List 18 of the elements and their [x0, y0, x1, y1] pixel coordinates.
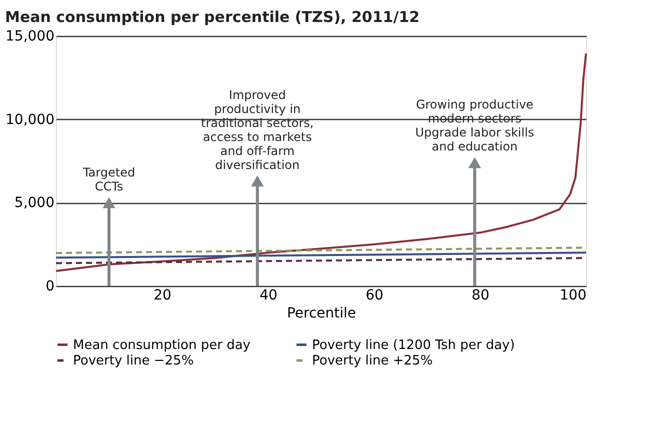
x-tick-label: 20 — [154, 288, 172, 304]
line-series — [55, 52, 587, 272]
y-tick-label: 10,000 — [6, 112, 54, 128]
x-axis-title: Percentile — [286, 306, 356, 322]
legend-label: Poverty line (1200 Tsh per day) — [312, 338, 515, 353]
y-tick-label: 0 — [46, 278, 54, 294]
x-tick-label: 80 — [472, 288, 490, 304]
chart-title: Mean consumption per percentile (TZS), 2011/12 — [5, 8, 420, 26]
y-tick-label: 5,000 — [14, 195, 54, 212]
y-tick-label: 15,000 — [6, 28, 54, 44]
legend-label: Poverty line +25% — [312, 354, 433, 368]
annotation: Improved productivity in traditional sectors, access to markets and off-farm diversification — [201, 88, 314, 172]
x-tick-label: 100 — [560, 288, 586, 304]
x-tick-label: 40 — [260, 288, 278, 304]
annotation: Targeted CCTs — [82, 166, 136, 194]
legend-label: Mean consumption per day — [73, 338, 251, 353]
x-tick-label: 60 — [366, 288, 384, 304]
legend-label: Poverty line −25% — [73, 354, 194, 368]
